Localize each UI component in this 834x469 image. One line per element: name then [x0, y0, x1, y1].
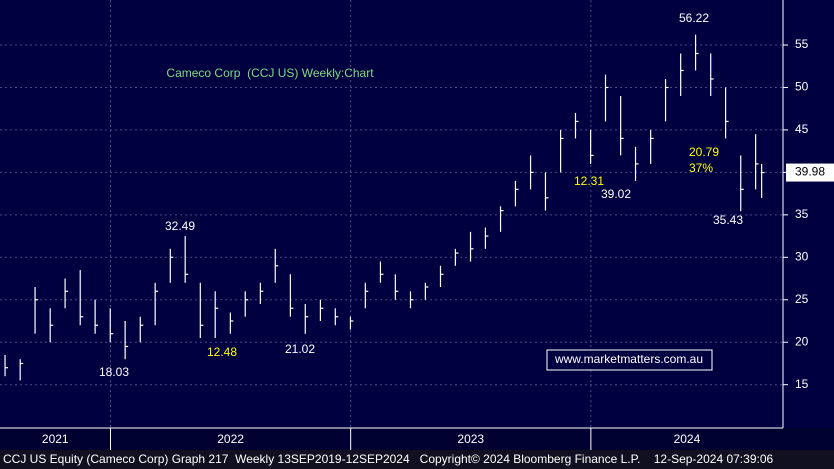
x-tick-label: 2023 — [457, 432, 484, 446]
annotation: 56.22 — [679, 11, 709, 25]
y-tick-label: 15 — [795, 377, 809, 391]
y-tick-label: 30 — [795, 249, 809, 263]
footer-band — [0, 450, 834, 469]
x-axis-band — [0, 428, 834, 450]
x-tick-label: 2024 — [674, 432, 701, 446]
annotation: 12.48 — [207, 345, 237, 359]
y-tick-label: 50 — [795, 80, 809, 94]
last-price-box — [786, 163, 834, 182]
annotation: 20.79 — [689, 145, 719, 159]
annotation: 32.49 — [165, 219, 195, 233]
footer: CCJ US Equity (Cameco Corp) Graph 217 We… — [3, 452, 773, 466]
y-tick-label: 35 — [795, 207, 809, 221]
annotation: 21.02 — [285, 342, 315, 356]
y-tick-label: 55 — [795, 37, 809, 51]
watermark: www.marketmatters.com.au — [554, 352, 703, 366]
annotation: 39.02 — [601, 187, 631, 201]
y-tick-label: 25 — [795, 292, 809, 306]
x-tick-label: 2022 — [217, 432, 244, 446]
last-price-label: 39.98 — [795, 165, 825, 179]
annotation: 12.31 — [574, 174, 604, 188]
y-tick-label: 45 — [795, 122, 809, 136]
x-tick-label: 2021 — [42, 432, 69, 446]
y-tick-label: 20 — [795, 334, 809, 348]
annotation: 35.43 — [713, 213, 743, 227]
annotation: 37% — [689, 161, 713, 175]
watermark-box — [546, 349, 713, 371]
chart-title: Cameco Corp (CCJ US) Weekly:Chart — [166, 66, 374, 80]
annotation: 18.03 — [99, 365, 129, 379]
